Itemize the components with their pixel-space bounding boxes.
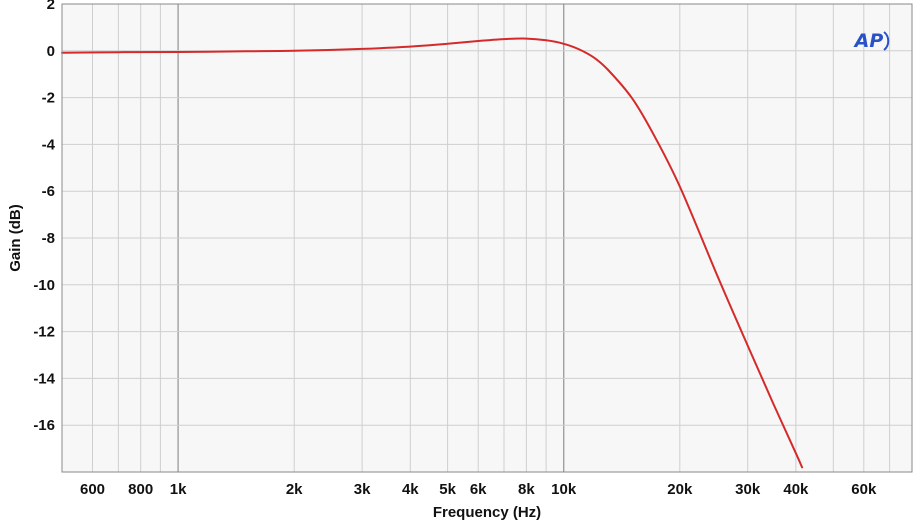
x-tick-label: 4k [402,481,419,498]
y-tick-labels: 2 0 -2 -4 -6 -8 -10 -12 -14 -16 [33,0,55,434]
y-tick-label: -14 [33,370,55,387]
y-tick-label: -6 [42,183,55,200]
x-tick-label: 60k [851,481,877,498]
x-tick-label: 6k [470,481,487,498]
ap-logo-arc [883,31,890,51]
x-tick-label: 3k [354,481,371,498]
x-tick-label: 600 [80,481,105,498]
y-axis-title: Gain (dB) [7,204,24,272]
x-tick-label: 20k [667,481,693,498]
y-tick-label: 0 [47,43,55,60]
x-tick-label: 40k [783,481,809,498]
y-tick-label: -8 [42,230,55,247]
x-tick-label: 30k [735,481,761,498]
grid [62,3,912,472]
x-tick-label: 10k [551,481,577,498]
x-tick-label: 800 [128,481,153,498]
x-tick-label: 8k [518,481,535,498]
y-tick-label: -12 [33,324,55,341]
y-tick-label: -2 [42,90,55,107]
ap-logo-text: AP [853,30,884,52]
y-tick-label: -10 [33,277,55,294]
y-tick-label: 2 [47,0,55,13]
x-tick-label: 2k [286,481,303,498]
y-tick-label: -16 [33,417,55,434]
x-tick-label: 1k [170,481,187,498]
plot-border [61,3,913,473]
x-tick-label: 5k [439,481,456,498]
gain-series-line [61,37,804,469]
data-series [61,37,804,469]
ap-logo-icon: AP [853,30,890,52]
y-tick-label: -4 [42,136,56,153]
x-tick-labels: 600 800 1k 2k 3k 4k 5k 6k 8k 10k 20k 30k 40k 60k [80,481,877,498]
x-axis-title: Frequency (Hz) [433,504,541,521]
